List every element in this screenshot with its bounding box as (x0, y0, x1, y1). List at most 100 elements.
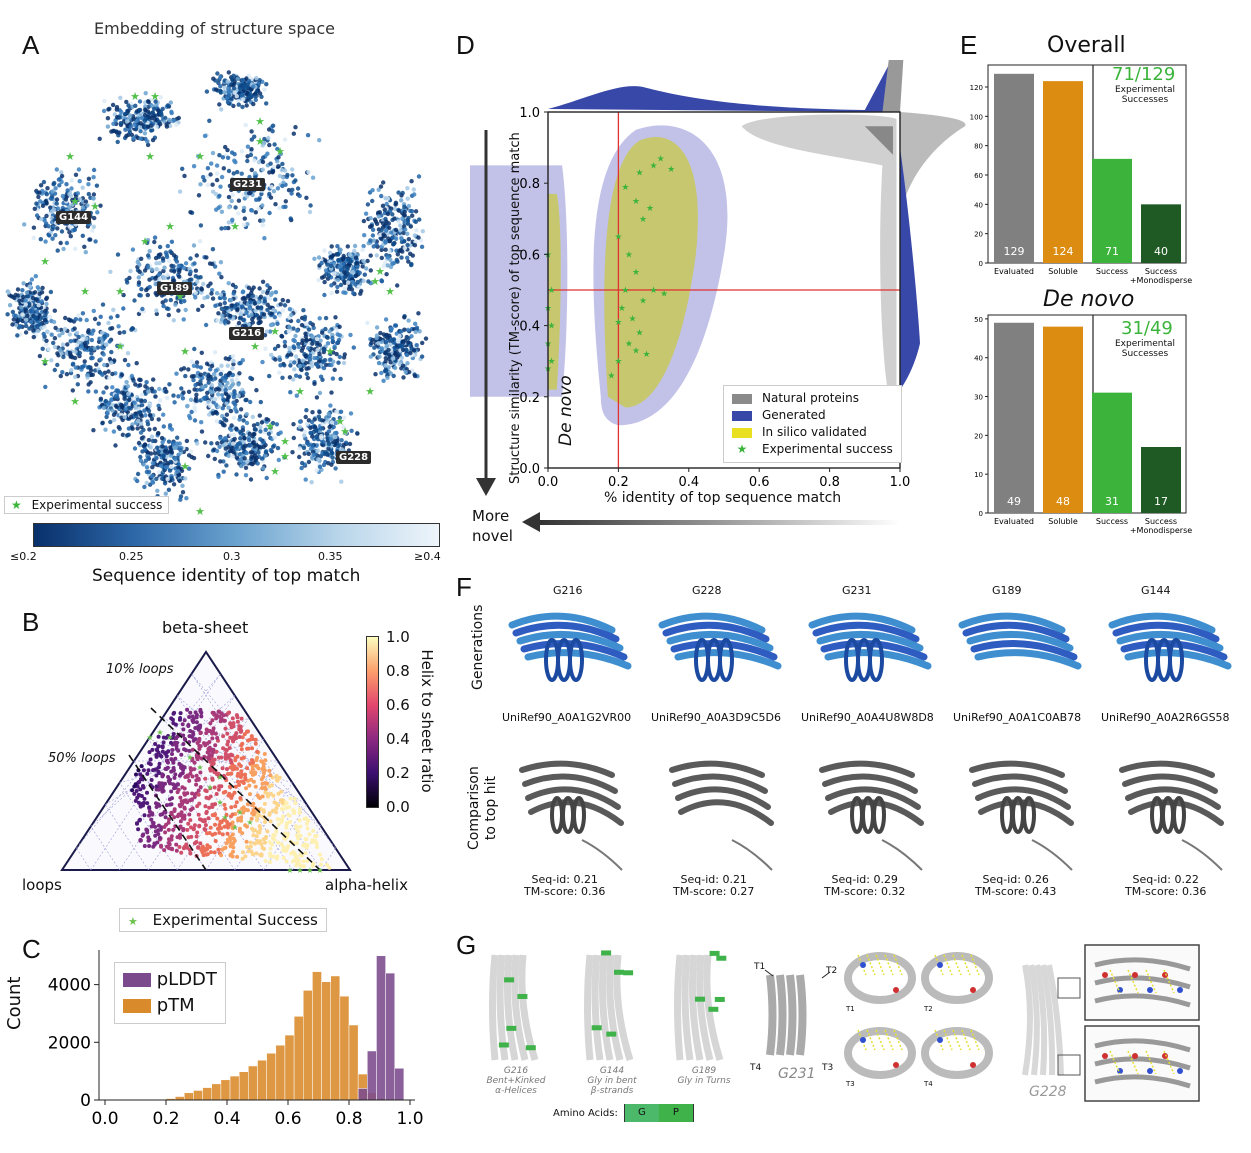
ternary-point (146, 768, 151, 773)
embedding-point (183, 373, 188, 379)
embedding-point (402, 245, 408, 251)
embedding-point (400, 363, 406, 368)
embedding-point (49, 332, 54, 337)
ternary-point (216, 755, 221, 760)
ternary-point (213, 839, 218, 843)
embedding-point (58, 347, 63, 353)
embedding-point (318, 426, 324, 431)
embedding-point (238, 414, 243, 419)
ternary-point (262, 752, 267, 756)
embedding-point (291, 131, 296, 136)
embedding-point (218, 184, 223, 189)
embedding-point (56, 177, 62, 182)
embedding-point (368, 215, 373, 221)
ternary-point (235, 773, 240, 778)
experimental-star: ★ (614, 233, 622, 243)
embedding-point (132, 122, 137, 127)
embedding-point (219, 275, 224, 280)
ternary-point (178, 824, 183, 829)
embedding-point (317, 464, 323, 469)
embedding-point (149, 267, 155, 272)
embedding-point (406, 318, 411, 323)
embedding-point (403, 227, 408, 232)
experimental-star: ★ (646, 204, 654, 214)
embedding-point (316, 359, 322, 364)
embedding-point (366, 279, 371, 284)
ternary-point (301, 859, 306, 864)
corner-beta-sheet: beta-sheet (162, 618, 249, 637)
ternary-point (185, 707, 190, 712)
ternary-point (197, 744, 202, 748)
embedding-point (152, 239, 157, 245)
embedding-point (110, 102, 116, 108)
embedding-point (309, 363, 315, 369)
embedding-point (279, 168, 285, 173)
embedding-point (318, 454, 324, 459)
ternary-point (279, 819, 284, 824)
ternary-gridline (76, 673, 221, 849)
embedding-point (215, 373, 220, 378)
embedding-point (196, 193, 202, 198)
experimental-star: ★ (156, 728, 163, 737)
ternary-point (233, 758, 238, 763)
novelty-arrow-horizontal (540, 520, 900, 525)
embedding-point (60, 342, 66, 347)
ternary-point (260, 845, 265, 850)
embedding-point (402, 239, 407, 244)
ternary-point (228, 771, 233, 776)
embedding-point (225, 99, 231, 105)
ternary-point (226, 793, 231, 798)
embedding-point (242, 216, 247, 221)
ternary-point (190, 774, 195, 779)
embedding-point (195, 364, 200, 369)
embedding-point (42, 218, 47, 223)
embedding-point (84, 336, 89, 341)
embedding-point (210, 261, 215, 267)
embedding-point (322, 347, 327, 352)
embedding-point (145, 292, 150, 298)
embedding-point (402, 315, 407, 320)
ternary-point (272, 800, 277, 805)
embedding-point (55, 206, 61, 211)
ternary-point (163, 830, 168, 835)
ternary-point (259, 842, 264, 847)
embedding-point (260, 289, 266, 295)
embedding-point (387, 248, 392, 254)
ternary-point (213, 743, 218, 748)
ternary-point (291, 850, 296, 854)
embedding-point (244, 103, 249, 108)
ternary-point (246, 746, 251, 751)
embedding-point (242, 435, 247, 441)
embedding-point (360, 264, 365, 269)
ternary-point (275, 856, 279, 861)
embedding-point (319, 260, 324, 266)
embedding-point (296, 344, 301, 350)
ternary-point (281, 855, 286, 860)
embedding-point (314, 428, 319, 433)
embedding-point (47, 233, 52, 238)
embedding-point (222, 416, 227, 422)
embedding-point (204, 255, 209, 260)
embedding-point (308, 425, 313, 430)
experimental-star: ★ (145, 150, 155, 163)
embedding-point (385, 335, 390, 341)
experimental-star: ★ (385, 285, 395, 298)
ternary-point (203, 788, 208, 793)
embedding-point (101, 390, 106, 395)
ternary-point (167, 797, 172, 802)
embedding-point (271, 189, 277, 194)
ternary-point (218, 819, 223, 824)
ternary-point (136, 827, 141, 832)
ternary-point (236, 816, 241, 821)
embedding-point (226, 320, 231, 325)
colorbar-b-tick: 0.4 (386, 730, 410, 748)
ternary-point (244, 839, 249, 844)
swatch (123, 999, 151, 1013)
experimental-star: ★ (639, 215, 647, 225)
embedding-point (186, 367, 191, 372)
ternary-point (187, 778, 192, 783)
ternary-point (188, 807, 193, 812)
embedding-point (44, 213, 49, 219)
colorbar-b-tick: 0.0 (386, 798, 410, 816)
embedding-point (304, 408, 309, 413)
